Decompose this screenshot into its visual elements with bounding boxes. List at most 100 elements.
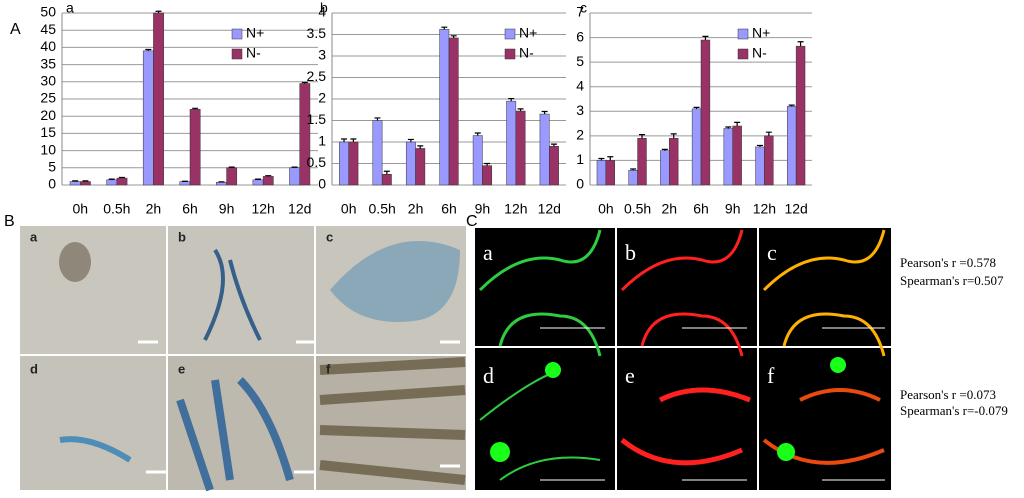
- bar: [373, 121, 382, 186]
- legend-label: N-: [246, 45, 261, 61]
- photo-label: c: [326, 229, 333, 244]
- y-tick-label: 6: [576, 28, 584, 44]
- legend-label: N+: [752, 25, 770, 41]
- legend-label: N-: [752, 45, 767, 61]
- error-bar: [508, 99, 514, 102]
- y-tick-label: 0: [48, 176, 56, 192]
- bar: [606, 160, 615, 185]
- confocal-grid: [475, 228, 891, 490]
- y-tick-label: 0: [318, 176, 326, 192]
- error-bar: [702, 36, 708, 40]
- x-tick-label: 2h: [408, 201, 424, 217]
- error-bar: [639, 135, 645, 139]
- bar: [70, 182, 80, 185]
- bar: [660, 151, 669, 185]
- y-tick-label: 25: [40, 90, 56, 106]
- y-tick-label: 0: [576, 176, 584, 192]
- y-tick-label: 1: [318, 133, 326, 149]
- y-tick-label: 50: [40, 4, 56, 20]
- bar: [516, 111, 525, 185]
- error-bar: [229, 167, 235, 168]
- confocal-label: c: [767, 240, 777, 265]
- error-bar: [475, 133, 481, 136]
- x-tick-label: 0.5h: [369, 201, 396, 217]
- bar: [597, 160, 606, 185]
- y-tick-label: 5: [576, 53, 584, 69]
- stat-text: Spearman's r=0.507: [900, 273, 1004, 288]
- error-bar: [292, 167, 298, 168]
- bar: [227, 168, 237, 185]
- x-tick-label: 6h: [693, 201, 709, 217]
- x-tick-label: 9h: [725, 201, 741, 217]
- error-bar: [551, 144, 557, 146]
- y-tick-label: 15: [40, 124, 56, 140]
- error-bar: [82, 181, 88, 182]
- bar: [692, 109, 701, 185]
- confocal-label: e: [625, 363, 635, 388]
- y-tick-label: 3: [576, 102, 584, 118]
- y-tick-label: 4: [318, 4, 326, 20]
- y-tick-label: 30: [40, 73, 56, 89]
- bar: [701, 40, 710, 185]
- bar: [190, 109, 200, 185]
- y-tick-label: 3.5: [307, 25, 327, 41]
- bar: [549, 146, 558, 185]
- bar: [143, 51, 153, 185]
- error-bar: [109, 179, 115, 180]
- bar: [289, 168, 299, 185]
- confocal-label: b: [625, 240, 636, 265]
- y-tick-label: 2.5: [307, 68, 327, 84]
- y-tick-label: 1: [576, 151, 584, 167]
- stat-text: Pearson's r =0.578: [900, 255, 996, 270]
- error-bar: [384, 171, 390, 174]
- y-tick-label: 3: [318, 47, 326, 63]
- error-bar: [518, 109, 524, 111]
- bar: [482, 166, 491, 185]
- x-tick-label: 12h: [753, 201, 776, 217]
- x-tick-label: 9h: [475, 201, 491, 217]
- x-tick-label: 2h: [661, 201, 677, 217]
- error-bar: [798, 42, 804, 46]
- y-tick-label: 35: [40, 55, 56, 71]
- bar: [796, 46, 805, 185]
- y-tick-label: 0.5: [307, 154, 327, 170]
- legend-swatch: [505, 49, 515, 59]
- bar: [263, 176, 273, 185]
- x-tick-label: 12h: [504, 201, 527, 217]
- error-bar: [265, 176, 271, 177]
- x-tick-label: 0.5h: [103, 201, 130, 217]
- y-tick-label: 7: [576, 4, 584, 20]
- error-bar: [255, 179, 261, 180]
- legend-label: N+: [519, 25, 537, 41]
- bar: [449, 38, 458, 185]
- error-bar: [119, 177, 125, 178]
- y-tick-label: 20: [40, 107, 56, 123]
- legend-swatch: [738, 29, 748, 39]
- photo-grid: [20, 226, 466, 490]
- bar: [416, 148, 425, 185]
- bar: [349, 142, 358, 185]
- confocal-label: a: [483, 240, 493, 265]
- x-tick-label: 9h: [219, 201, 235, 217]
- bar: [406, 142, 415, 185]
- bar: [80, 182, 90, 185]
- bar: [629, 170, 638, 185]
- photo-label: e: [178, 361, 185, 376]
- error-bar: [451, 36, 457, 38]
- photo-label: a: [30, 229, 38, 244]
- y-tick-label: 10: [40, 141, 56, 157]
- x-tick-label: 12d: [538, 201, 561, 217]
- panel-letter: B: [4, 213, 15, 230]
- x-tick-label: 6h: [182, 201, 198, 217]
- error-bar: [441, 27, 447, 29]
- error-bar: [607, 157, 613, 161]
- stat-text: Pearson's r =0.073: [900, 387, 996, 402]
- error-bar: [417, 146, 423, 149]
- y-tick-label: 5: [48, 159, 56, 175]
- bar: [153, 13, 163, 185]
- legend-swatch: [738, 49, 748, 59]
- y-tick-label: 2: [318, 90, 326, 106]
- bar: [638, 138, 647, 185]
- x-tick-label: 6h: [441, 201, 457, 217]
